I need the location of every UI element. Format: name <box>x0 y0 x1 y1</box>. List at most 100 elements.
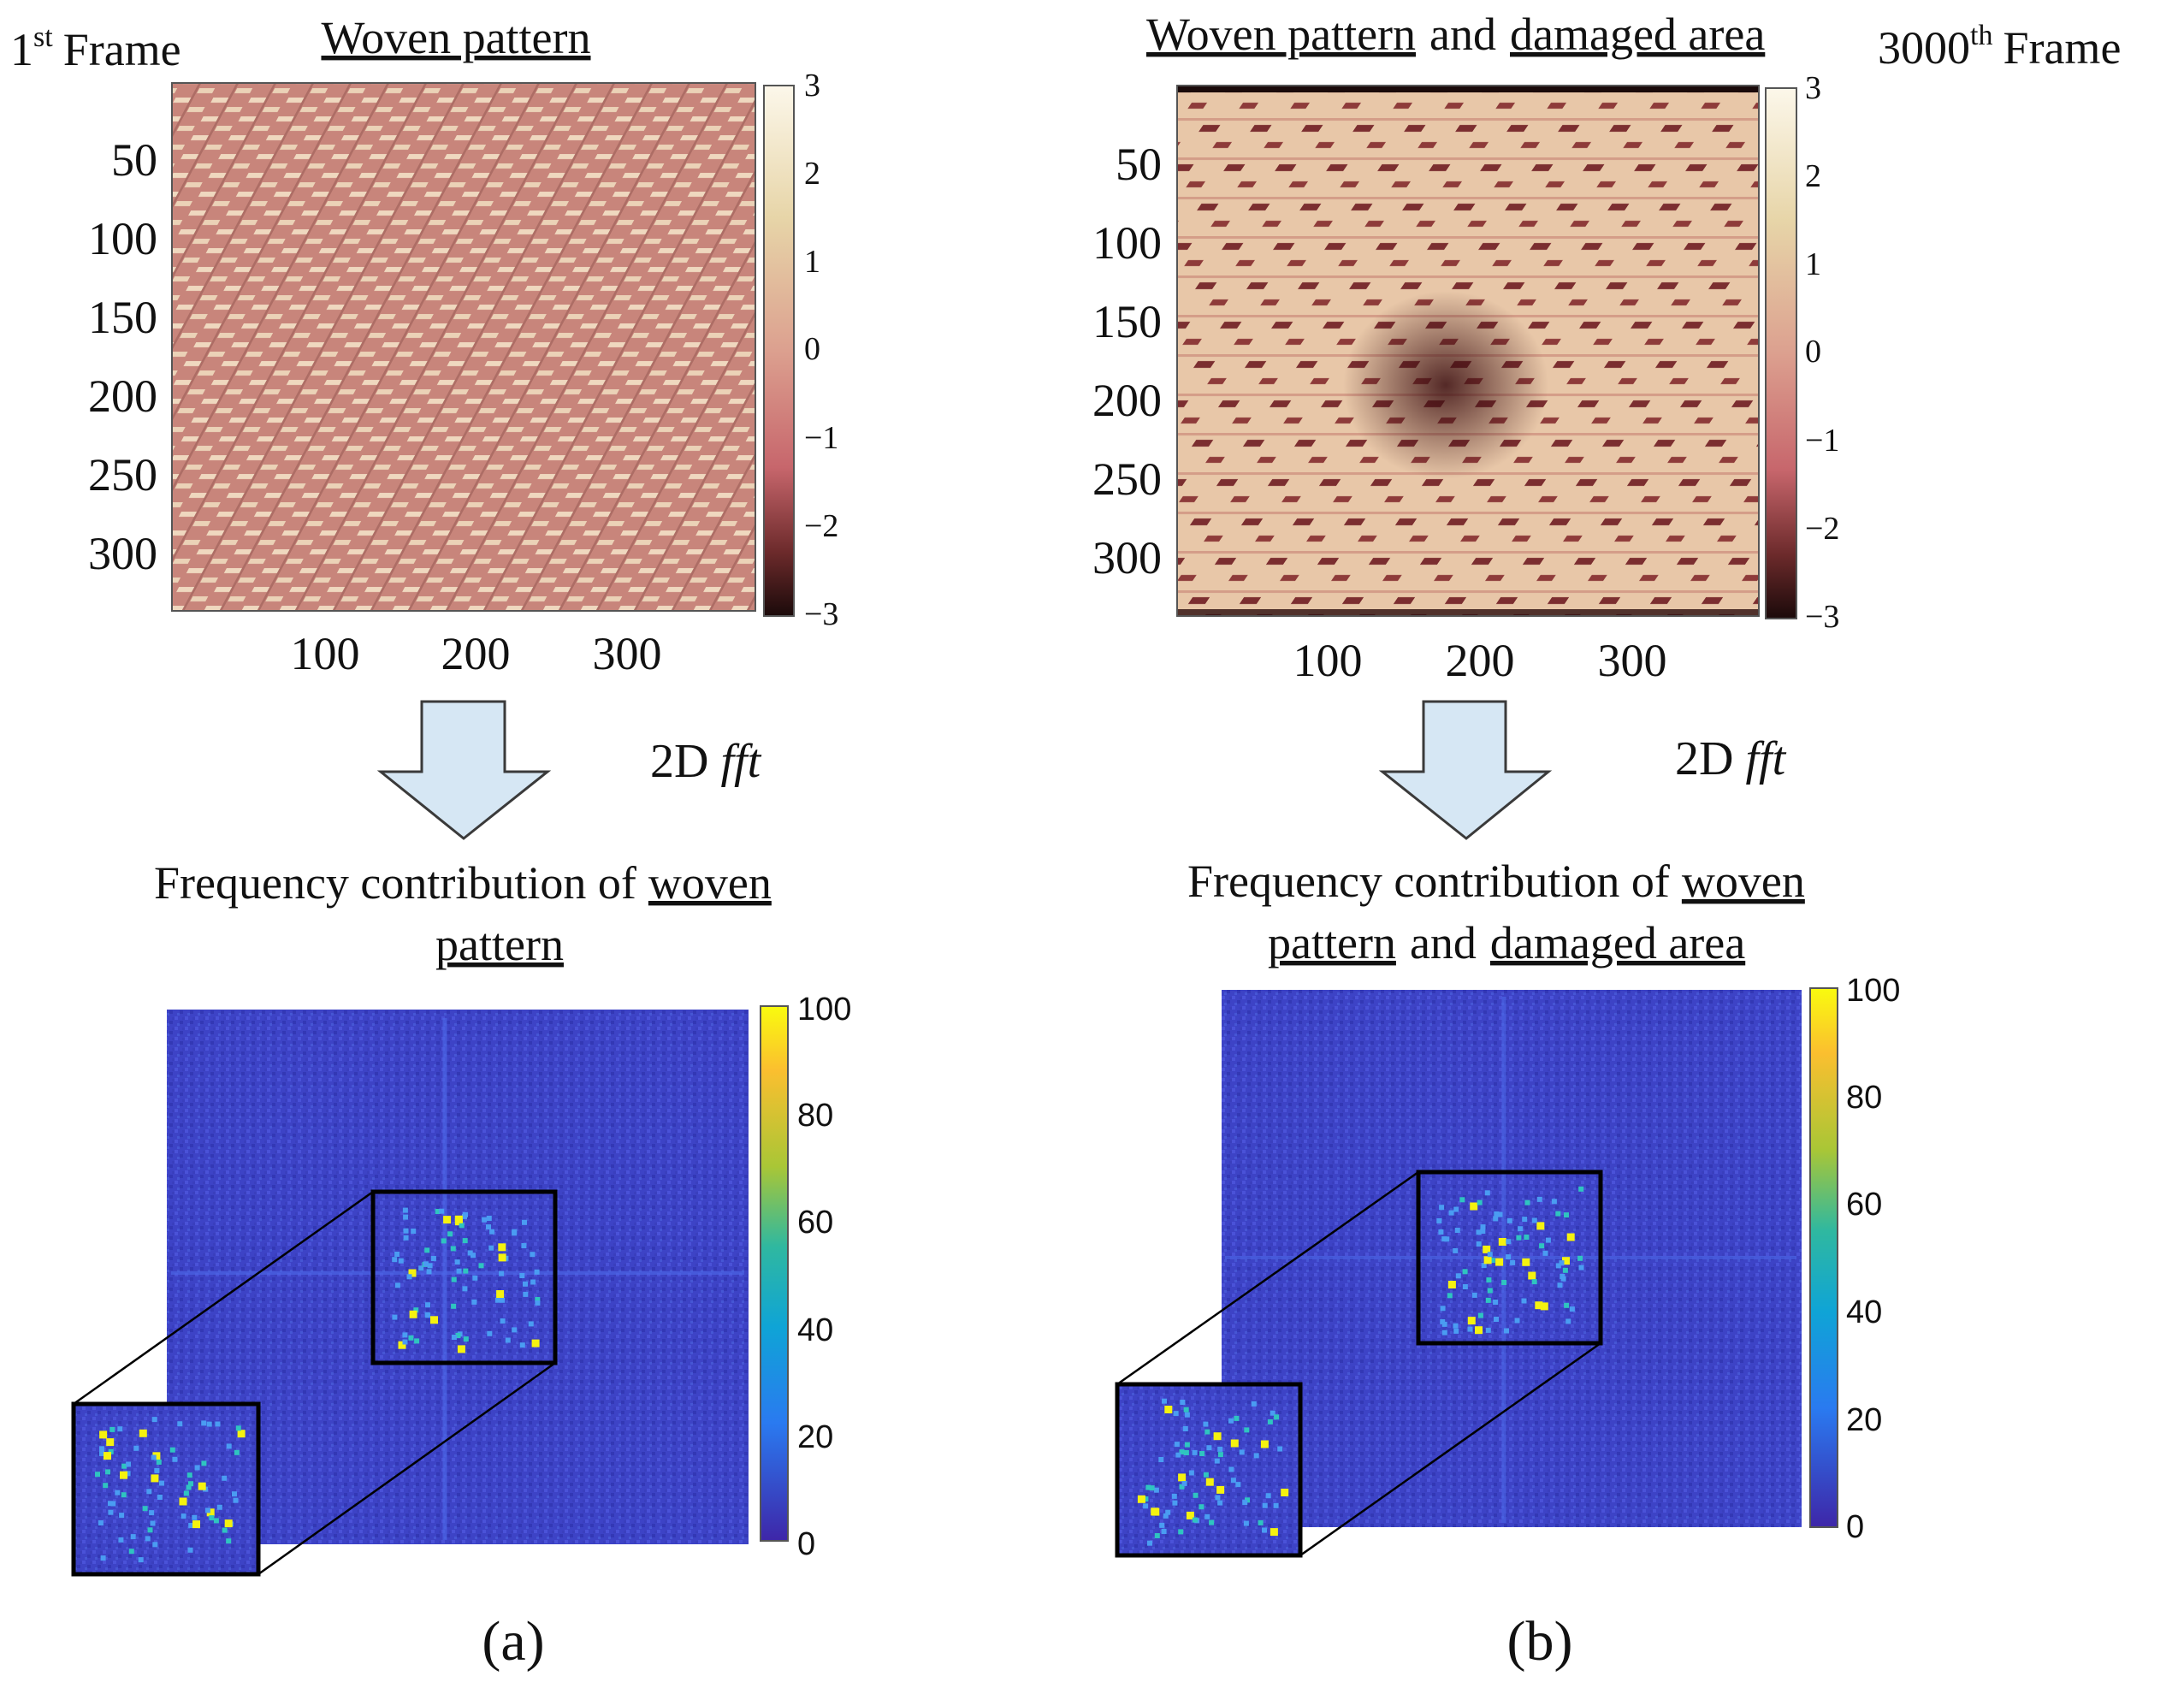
woven-pattern-heatmap <box>171 82 756 612</box>
fft-peak <box>411 1229 417 1234</box>
y-tick-label: 100 <box>88 213 157 264</box>
fft-peak <box>1448 1210 1454 1216</box>
fft-peak <box>1217 1446 1223 1452</box>
fft-peak <box>1260 1440 1269 1448</box>
freq-title-left-line2: pattern <box>435 919 564 970</box>
fft-peak <box>519 1273 525 1278</box>
fft-peak <box>120 1471 127 1479</box>
fft-peak <box>486 1224 491 1230</box>
fft-peak <box>1228 1466 1234 1472</box>
fft-peak <box>1531 1217 1537 1223</box>
fft-peak <box>467 1250 473 1256</box>
fft-peak <box>1524 1235 1530 1240</box>
fft-peak <box>512 1230 518 1236</box>
fft-peak <box>523 1291 529 1297</box>
fft-peak <box>1147 1540 1152 1546</box>
fft-peak <box>1565 1318 1571 1324</box>
fft-peak <box>1481 1263 1487 1269</box>
fft-peak <box>459 1223 465 1229</box>
fft-peak <box>206 1421 212 1427</box>
fft-peak <box>1454 1228 1460 1233</box>
fft-peak <box>188 1523 194 1528</box>
colorbar-tick-label: 3 <box>1805 70 1821 106</box>
fft-peak <box>392 1314 398 1320</box>
fft-peak <box>1487 1252 1493 1258</box>
fft-peak <box>500 1297 506 1303</box>
fft-peak <box>1483 1256 1492 1265</box>
damaged-pattern-heatmap <box>1176 85 1760 617</box>
fft-peak <box>1216 1485 1225 1494</box>
fft-peaks-right <box>1436 1186 1584 1336</box>
fft-peak <box>1244 1427 1250 1433</box>
fft-peak <box>1205 1478 1214 1486</box>
fft-peak <box>535 1300 541 1306</box>
fft-peak <box>426 1269 432 1275</box>
fft-peak <box>115 1490 121 1496</box>
fft-peak <box>183 1490 189 1496</box>
fft-peak <box>186 1484 192 1490</box>
fft-peak <box>1493 1216 1499 1222</box>
fft-peak <box>427 1263 433 1269</box>
fft-peak <box>413 1307 419 1313</box>
fft-peak <box>206 1508 215 1517</box>
fft-peak <box>394 1252 400 1257</box>
fft-peak <box>398 1341 406 1349</box>
fft-peak <box>109 1426 115 1432</box>
fft-colorbar-tick-label: 40 <box>1846 1294 1882 1330</box>
fft-peak <box>402 1339 408 1345</box>
fft-peak <box>534 1269 540 1275</box>
fft-peak <box>1180 1400 1186 1405</box>
fft-peak <box>498 1253 506 1262</box>
fft-peak <box>222 1527 228 1533</box>
fft-peak <box>1545 1237 1551 1243</box>
fft-peak <box>1438 1229 1444 1235</box>
fft-peak <box>1569 1306 1575 1312</box>
fft-peak <box>1564 1212 1569 1218</box>
fft-peak <box>530 1252 536 1258</box>
fft-peak <box>1440 1306 1446 1312</box>
fft-peak <box>130 1534 136 1540</box>
fft-peak <box>213 1518 219 1524</box>
fft-peak <box>1262 1527 1267 1533</box>
fft-peak <box>99 1451 104 1456</box>
fft-peak <box>1270 1528 1278 1537</box>
fft-peak <box>403 1235 409 1241</box>
fft-peak <box>430 1256 436 1261</box>
fft-peak <box>1186 1511 1194 1519</box>
fft-peak <box>1235 1482 1241 1488</box>
fft-peak <box>1175 1452 1181 1458</box>
fft-colorbar-tick-label: 0 <box>797 1526 815 1562</box>
fft-peak <box>1441 1330 1447 1336</box>
fft-peak <box>1164 1406 1173 1413</box>
fft-peak <box>1214 1458 1220 1464</box>
fft-peak <box>1239 1449 1245 1455</box>
fft-peak <box>1506 1254 1512 1260</box>
fft-peak <box>1183 1407 1189 1413</box>
fft-peak <box>103 1483 109 1489</box>
fft-peak <box>108 1509 114 1515</box>
fft-peak <box>1453 1247 1459 1253</box>
fft-peak <box>100 1555 106 1561</box>
fft-peak <box>1559 1260 1565 1266</box>
fft-peak <box>1204 1429 1210 1435</box>
x-tick-label: 300 <box>1598 635 1667 686</box>
fft-peak <box>186 1472 192 1478</box>
fft-peak <box>505 1337 511 1343</box>
fft-peak <box>463 1268 469 1274</box>
fft-peak <box>498 1243 506 1252</box>
fft-peak <box>226 1538 232 1544</box>
fft-peak <box>1477 1312 1483 1318</box>
fft-peak <box>1475 1326 1483 1335</box>
fft-peak <box>1462 1284 1468 1289</box>
fft-peak <box>1483 1245 1491 1253</box>
fft-peak <box>1518 1226 1524 1232</box>
fft-peak <box>471 1253 476 1259</box>
fft-peak <box>496 1290 505 1298</box>
fft-peak <box>1494 1211 1500 1217</box>
fft-colorbar-tick-label: 20 <box>797 1419 833 1455</box>
fft-peak <box>152 1452 161 1460</box>
fft-peak <box>1440 1318 1446 1324</box>
fft-peak <box>1184 1442 1190 1448</box>
colorbar-ticks-left: 3 2 1 0 −1 −2 −3 <box>804 68 838 632</box>
fft-peak <box>128 1549 134 1555</box>
